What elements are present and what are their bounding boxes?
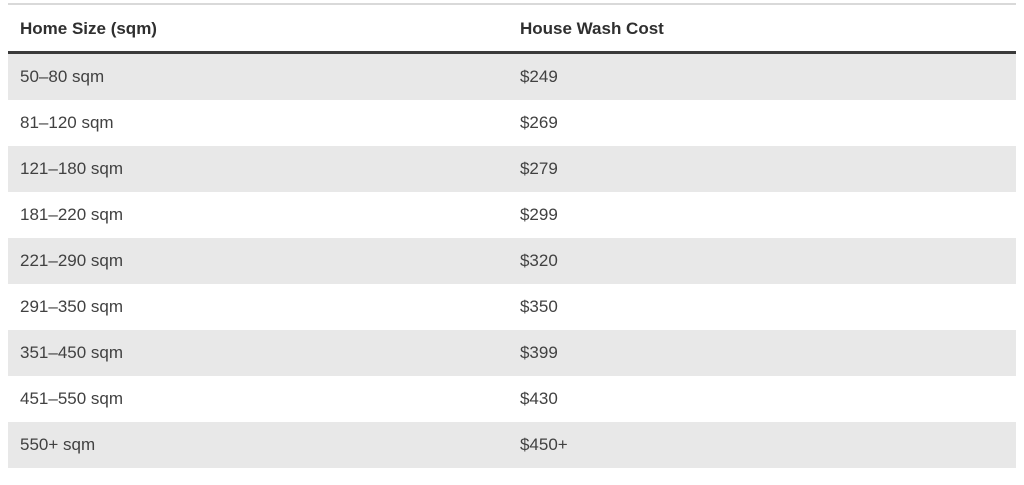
home-size-cell: 121–180 sqm — [20, 159, 124, 178]
pricing-table-wrapper: Home Size (sqm) House Wash Cost 50–80 sq… — [8, 3, 1016, 468]
table-row: 451–550 sqm $430 — [8, 376, 1016, 422]
header-row: Home Size (sqm) House Wash Cost — [8, 5, 1016, 54]
cost-cell: $269 — [519, 113, 558, 132]
table-row: 81–120 sqm $269 — [8, 100, 1016, 146]
cost-cell: $320 — [519, 251, 558, 270]
home-size-cell: 550+ sqm — [20, 435, 96, 454]
house-wash-pricing-table: Home Size (sqm) House Wash Cost 50–80 sq… — [8, 5, 1016, 468]
cost-cell: $399 — [519, 343, 558, 362]
home-size-cell: 451–550 sqm — [20, 389, 124, 408]
table-row: 550+ sqm $450+ — [8, 422, 1016, 468]
home-size-cell: 221–290 sqm — [20, 251, 124, 270]
column-header-house-wash-cost: House Wash Cost — [507, 5, 1016, 54]
home-size-cell: 81–120 sqm — [20, 113, 114, 132]
table-row: 181–220 sqm $299 — [8, 192, 1016, 238]
table-row: 50–80 sqm $249 — [8, 52, 1016, 100]
table-row: 351–450 sqm $399 — [8, 330, 1016, 376]
cost-cell: $279 — [519, 159, 558, 178]
table-row: 121–180 sqm $279 — [8, 146, 1016, 192]
table-row: 221–290 sqm $320 — [8, 238, 1016, 284]
cost-cell: $350 — [519, 297, 558, 316]
cost-cell: $249 — [519, 67, 558, 86]
home-size-cell: 291–350 sqm — [20, 297, 124, 316]
home-size-cell: 351–450 sqm — [20, 343, 124, 362]
cost-cell: $430 — [519, 389, 558, 408]
column-header-home-size: Home Size (sqm) — [8, 5, 508, 54]
home-size-cell: 50–80 sqm — [20, 67, 105, 86]
home-size-cell: 181–220 sqm — [20, 205, 124, 224]
table-row: 291–350 sqm $350 — [8, 284, 1016, 330]
cost-cell: $450+ — [519, 435, 568, 454]
cost-cell: $299 — [519, 205, 558, 224]
